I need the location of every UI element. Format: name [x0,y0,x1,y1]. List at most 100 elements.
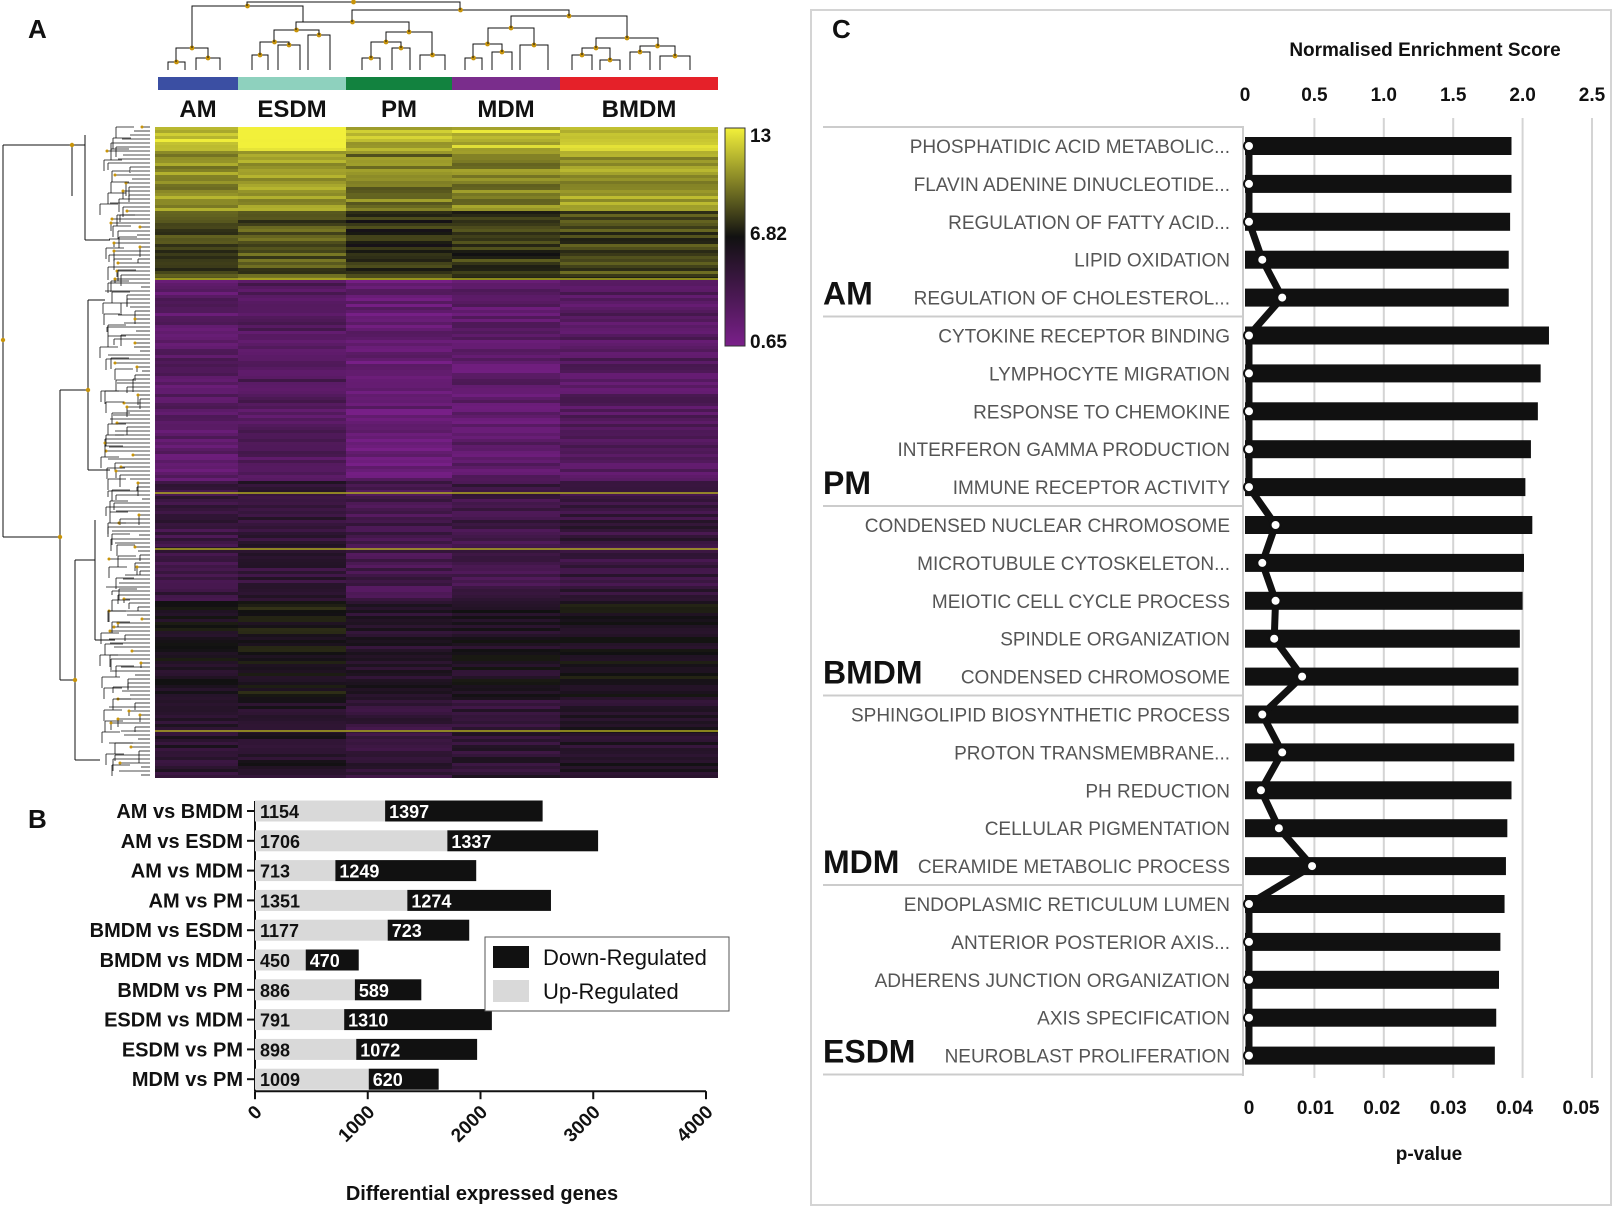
p-tick-label: 0.04 [1496,1098,1533,1119]
deg-category-label: ESDM vs PM [122,1039,243,1061]
nes-bar [1245,1046,1495,1065]
deg-x-tick-label: 0 [244,1102,266,1124]
heatmap [155,127,718,778]
group-label-mdm: MDM [477,96,534,123]
deg-value-down: 1337 [451,832,491,852]
term-label: CELLULAR PIGMENTATION [985,819,1230,840]
deg-value-up: 1706 [260,832,300,852]
p-value-marker [1306,860,1319,873]
term-label: MICROTUBULE CYTOSKELETON... [917,554,1230,575]
deg-value-up: 886 [260,981,290,1001]
gsea-group-label-esdm: ESDM [823,1034,915,1070]
p-value-marker [1269,519,1282,531]
gsea-chart: 0 0.5 1.0 1.5 2.0 2.5 0 0.01 0.02 0.03 0.04 0.05 PHO… [823,85,1606,1119]
group-color-bar [158,77,718,90]
nes-bar [1245,212,1511,231]
deg-bar-up [255,919,388,941]
nes-bar [1245,857,1506,876]
gsea-group-label-bmdm: BMDM [823,655,923,691]
deg-category-label: AM vs PM [149,890,243,912]
panel-letter-a: A [28,14,47,44]
panel-letter-c: C [832,14,851,44]
deg-value-down: 589 [359,981,389,1001]
panel-c-frame [810,9,1612,1206]
deg-x-tick-label: 4000 [673,1102,718,1147]
deg-category-label: BMDM vs ESDM [90,920,243,942]
deg-x-tick-label: 2000 [447,1102,492,1147]
p-value-marker [1243,405,1255,418]
deg-category-label: AM vs BMDM [116,801,243,823]
deg-value-up: 713 [260,862,290,882]
group-bar-mdm [452,77,560,90]
term-label: FLAVIN ADENINE DINUCLEOTIDE... [914,175,1230,196]
term-label: ANTERIOR POSTERIOR AXIS... [951,933,1230,954]
p-value-marker [1243,935,1255,948]
nes-bar [1245,364,1541,383]
p-value-marker [1276,291,1289,304]
nes-tick-label: 2.0 [1509,85,1535,106]
deg-bar-up [255,1038,357,1060]
group-label-esdm: ESDM [257,96,326,123]
deg-value-down: 620 [373,1070,403,1090]
nes-tick-label: 0 [1240,85,1251,106]
colorbar-min-label: 0.65 [750,332,787,353]
p-value-marker [1243,367,1255,380]
gsea-group-label-mdm: MDM [823,844,899,880]
deg-bar-up [255,800,386,822]
p-value-marker [1243,1011,1255,1024]
p-value-marker [1243,177,1255,190]
term-label: IMMUNE RECEPTOR ACTIVITY [953,478,1231,499]
nes-bar [1245,250,1509,269]
term-label: CONDENSED CHROMOSOME [961,668,1230,689]
nes-tick-label: 1.0 [1371,85,1397,106]
deg-x-axis-title: Differential expressed genes [346,1183,618,1205]
p-value-marker [1243,215,1255,228]
term-label: MEIOTIC CELL CYCLE PROCESS [932,592,1230,613]
deg-category-label: AM vs ESDM [121,831,243,853]
column-dendrogram [167,0,691,70]
deg-value-down: 723 [392,921,422,941]
p-tick-label: 0.01 [1297,1098,1334,1119]
deg-category-label: MDM vs PM [132,1069,243,1091]
term-label: NEUROBLAST PROLIFERATION [945,1047,1230,1068]
deg-value-up: 791 [260,1011,290,1031]
p-value-marker [1243,140,1255,152]
nes-bar [1245,819,1508,838]
deg-bar-up [255,1009,345,1031]
nes-bar [1245,781,1512,800]
group-label-am: AM [179,96,216,123]
p-value-marker [1296,670,1309,683]
p-value-axis-title: p-value [1396,1144,1463,1165]
nes-axis-title: Normalised Enrichment Score [1289,40,1560,61]
deg-value-up: 898 [260,1040,290,1060]
nes-bar [1245,516,1533,534]
deg-bar-up [255,860,336,882]
p-value-marker [1243,443,1255,456]
legend-label-down: Down-Regulated [543,945,707,970]
p-value-marker [1268,632,1281,645]
deg-value-down: 1397 [389,802,429,822]
term-label: PROTON TRANSMEMBRANE... [954,743,1230,764]
deg-bar-down [335,860,477,882]
term-label: PHOSPHATIDIC ACID METABOLIC... [910,137,1230,158]
deg-value-down: 470 [310,951,340,971]
deg-value-up: 1351 [260,891,300,911]
deg-bar-up [255,830,448,852]
legend-swatch-down [493,946,529,968]
legend-swatch-up [493,980,529,1002]
deg-value-up: 1009 [260,1070,300,1090]
term-label: CYTOKINE RECEPTOR BINDING [938,327,1230,348]
nes-bar [1245,895,1505,913]
deg-bar-up [255,889,408,911]
deg-category-label: BMDM vs PM [117,980,243,1002]
p-tick-label: 0 [1244,1098,1255,1119]
deg-legend: Down-Regulated Up-Regulated [484,936,730,1012]
p-tick-label: 0.02 [1363,1098,1400,1119]
group-bar-pm [346,77,452,90]
deg-bar-down [407,889,551,911]
term-label: CONDENSED NUCLEAR CHROMOSOME [865,516,1230,537]
colorbar-max-label: 13 [750,126,771,147]
p-value-marker [1256,708,1269,721]
p-tick-label: 0.03 [1430,1098,1467,1119]
term-label: SPINDLE ORGANIZATION [1000,630,1230,651]
